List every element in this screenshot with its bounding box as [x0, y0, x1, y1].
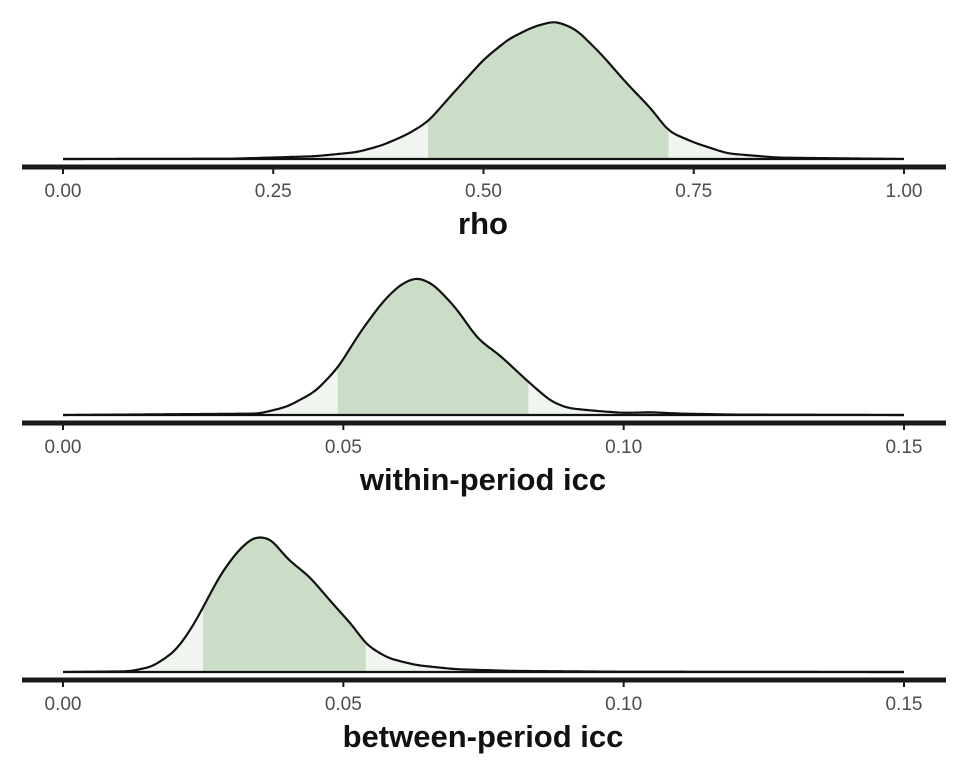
x-tick-label: 0.50 [465, 181, 502, 202]
density-panel-1: 0.00 0.25 0.50 0.75 1.00 rho [22, 21, 946, 241]
density-panel-3: 0.00 0.05 0.10 0.15 between-period icc [22, 536, 946, 754]
x-tick-label: 0.00 [45, 437, 82, 458]
x-tick-label: 0.00 [45, 694, 82, 715]
density-tail-area [63, 537, 904, 672]
x-axis-title: rho [458, 206, 508, 241]
x-tick-label: 1.00 [886, 181, 923, 202]
x-tick-label: 0.25 [255, 181, 292, 202]
x-tick-label: 0.05 [325, 694, 362, 715]
x-tick-label: 0.15 [886, 437, 923, 458]
x-tick-label: 0.10 [605, 437, 642, 458]
x-tick-label: 0.75 [675, 181, 712, 202]
density-interval-area [337, 278, 529, 415]
density-curve [62, 277, 904, 417]
density-panel-2: 0.00 0.05 0.10 0.15 within-period icc [22, 277, 946, 497]
x-tick-label: 0.00 [45, 181, 82, 202]
x-tick-label: 0.10 [605, 694, 642, 715]
x-axis-title: between-period icc [343, 719, 624, 754]
x-tick-label: 0.05 [325, 437, 362, 458]
x-tick-label: 0.15 [886, 694, 923, 715]
x-axis-title: within-period icc [359, 462, 606, 497]
density-curve [63, 21, 905, 161]
density-curve [62, 536, 904, 674]
density-interval-area [203, 537, 366, 672]
